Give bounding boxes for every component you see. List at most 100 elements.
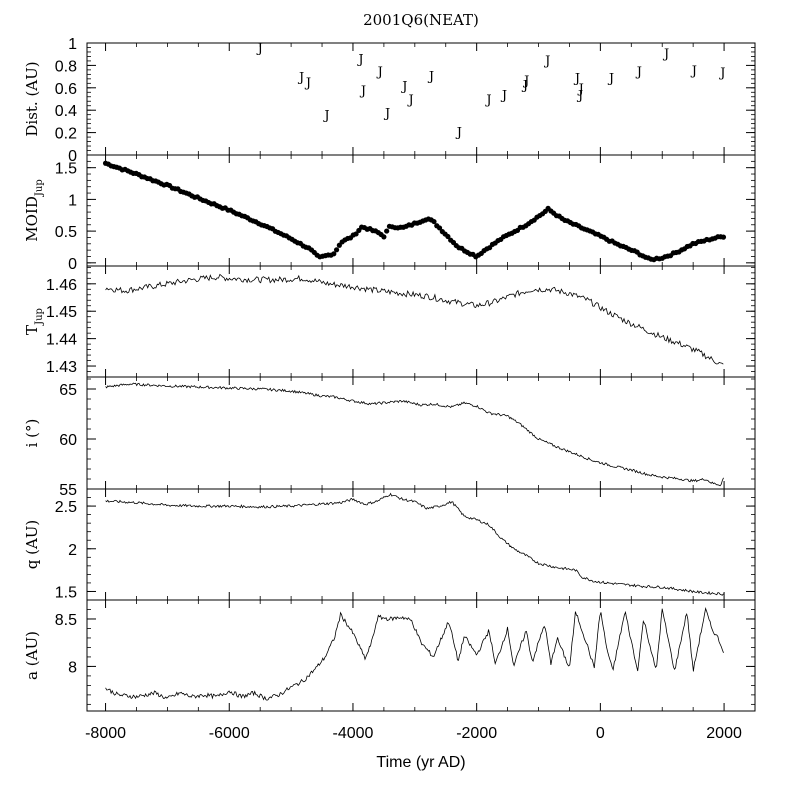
data-point-j: J	[718, 66, 725, 81]
data-point-j: J	[690, 64, 697, 79]
y-tick-label: 1	[68, 192, 77, 209]
panel-moid: 0 0.5 1 1.5 MOIDJup	[23, 154, 756, 273]
data-point-j: J	[297, 71, 304, 86]
data-point-j: J	[256, 41, 263, 56]
data-point-j: J	[662, 47, 669, 62]
panel-a: 8 8.5 a (AU)	[23, 599, 756, 712]
y-tick-label: 55	[59, 482, 77, 499]
x-tick-label: 2000	[706, 725, 742, 742]
data-point-j: J	[322, 109, 329, 124]
y-tick-label: 1.43	[46, 359, 77, 376]
y-tick-label: 1.5	[55, 161, 77, 178]
y-tick-label: 0.5	[55, 224, 77, 241]
y-axis-label-a: a (AU)	[23, 631, 41, 680]
data-point	[384, 228, 390, 234]
data-point-j: J	[500, 89, 507, 104]
panel-frame	[86, 599, 756, 712]
y-tick-label: 0.8	[55, 58, 77, 75]
series-line	[105, 382, 724, 487]
series-a	[105, 606, 724, 701]
data-point-j: J	[521, 78, 528, 93]
data-point-j: J	[576, 89, 583, 104]
data-point	[720, 234, 727, 240]
series-incl	[105, 382, 724, 487]
data-point	[431, 218, 437, 225]
y-axis-label-moid: MOIDJup	[23, 179, 45, 241]
y-axis-label-text: q (AU)	[23, 520, 41, 570]
y-tick-label: 1.45	[46, 304, 77, 321]
data-point-j: J	[577, 82, 584, 97]
data-point	[333, 247, 340, 253]
x-tick-label: -6000	[209, 725, 250, 742]
y-tick-label: 8	[68, 659, 77, 676]
y-tick-label: 2	[68, 542, 77, 559]
x-axis: -8000 -6000 -4000 -2000 0 2000	[85, 725, 742, 742]
y-axis-label-q: q (AU)	[23, 520, 41, 570]
panel-frame	[86, 376, 756, 490]
y-axis-label-text: a (AU)	[23, 631, 41, 680]
y-tick-label: 0	[68, 256, 77, 273]
y-tick-label: 0.6	[55, 81, 77, 98]
panel-q: 1.5 2 2.5 q (AU)	[23, 488, 756, 601]
panel-incl: 55 60 65 i (°)	[23, 376, 756, 499]
data-point-j: J	[304, 76, 311, 91]
data-point-j: J	[543, 54, 550, 69]
y-tick-label: 60	[59, 432, 77, 449]
data-point	[353, 231, 359, 237]
data-point-j: J	[455, 125, 462, 140]
series-line	[105, 273, 724, 365]
y-tick-label: 1.44	[46, 332, 77, 349]
y-axis-label-incl: i (°)	[23, 419, 41, 448]
y-tick-label: 1.46	[46, 277, 77, 294]
panel-frame	[86, 42, 756, 156]
series-line	[105, 492, 724, 596]
y-axis-label-tjup: TJup	[23, 308, 45, 335]
data-point	[381, 234, 387, 240]
series-tjup	[105, 273, 724, 365]
data-point-j: J	[522, 74, 529, 89]
panel-frame	[86, 154, 756, 267]
data-point-j: J	[356, 53, 363, 68]
data-point	[445, 233, 451, 240]
y-axis-label-text: MOID	[23, 196, 41, 242]
data-point-j: J	[359, 84, 366, 99]
data-point-j: J	[383, 106, 390, 121]
chart-title: 2001Q6(NEAT)	[363, 11, 479, 29]
x-tick-label: 0	[596, 725, 605, 742]
x-tick-label: -4000	[333, 725, 374, 742]
y-tick-label: 8.5	[55, 612, 77, 629]
panel-frame	[86, 265, 756, 378]
y-tick-label: 0.2	[55, 126, 77, 143]
y-tick-label: 0.4	[55, 103, 77, 120]
y-tick-label: 1	[68, 36, 77, 53]
y-tick-label: 2.5	[55, 499, 77, 516]
y-axis-label-dist: Dist. (AU)	[23, 61, 41, 136]
data-point-j: J	[406, 93, 413, 108]
series-line	[105, 606, 724, 701]
y-tick-label: 65	[59, 382, 77, 399]
data-point	[436, 225, 443, 231]
y-axis-label-text: T	[23, 325, 41, 335]
x-axis-label: Time (yr AD)	[376, 754, 465, 771]
y-axis-label-subscript: Jup	[34, 308, 45, 326]
data-point-j: J	[427, 69, 434, 84]
x-tick-label: -8000	[85, 725, 126, 742]
y-axis-label-text: i (°)	[23, 419, 41, 448]
y-tick-label: 1.5	[55, 584, 77, 601]
data-point-j: J	[400, 80, 407, 95]
data-point-j: J	[635, 65, 642, 80]
data-point-j: J	[484, 93, 491, 108]
data-point	[331, 251, 337, 257]
y-tick-label: 0	[68, 148, 77, 165]
y-axis-label-subscript: Jup	[34, 179, 45, 197]
data-point-j: J	[607, 72, 614, 87]
y-axis-label-text: Dist. (AU)	[23, 61, 41, 136]
series-moid	[102, 160, 727, 263]
data-point-j: J	[376, 65, 383, 80]
data-point-j: J	[573, 72, 580, 87]
